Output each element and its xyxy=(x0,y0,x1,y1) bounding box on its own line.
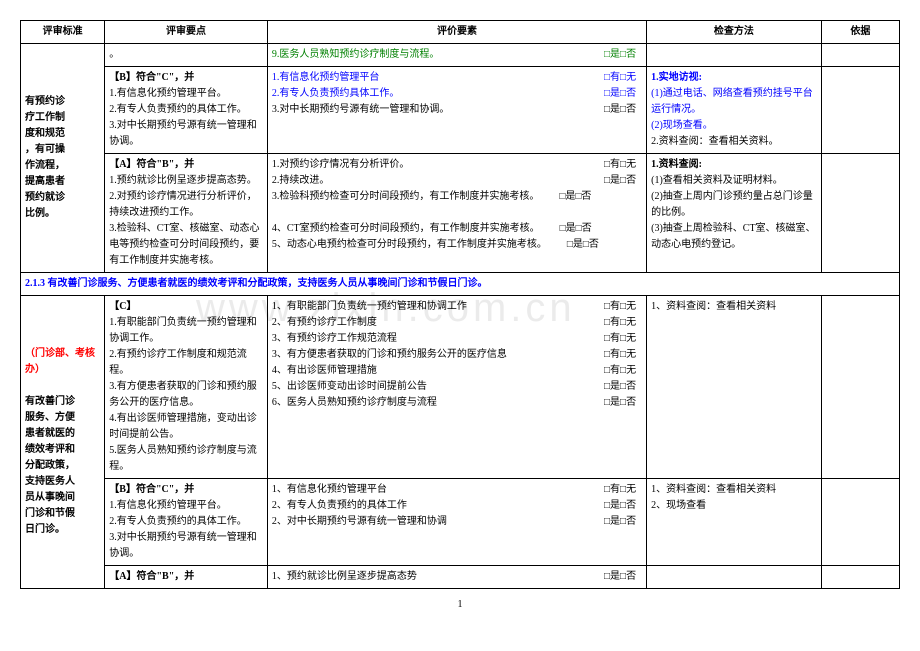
checkbox-haveno[interactable]: □有□无 xyxy=(604,363,636,379)
table-row: 【A】符合"B"，并 1、预约就诊比例呈逐步提高态势□是□否 xyxy=(21,566,900,589)
points-cell: 【B】符合"C"，并 1.有信息化预约管理平台。 2.有专人负责预约的具体工作。… xyxy=(105,479,268,566)
header-points: 评审要点 xyxy=(105,21,268,44)
points-cell: 【A】符合"B"，并 1.预约就诊比例呈逐步提高态势。 2.对预约诊疗情况进行分… xyxy=(105,154,268,273)
method-cell: 1、资料查阅：查看相关资料 2、现场查看 xyxy=(647,479,822,566)
basis-cell xyxy=(821,67,899,154)
checkbox-yesno[interactable]: □是□否 xyxy=(604,514,636,530)
basis-cell xyxy=(821,479,899,566)
elements-cell: 1、有职能部门负责统一预约管理和协调工作□有□无 2、有预约诊疗工作制度□有□无… xyxy=(267,296,646,479)
method-cell: 1.实地访视: (1)通过电话、网络查看预约挂号平台运行情况。 (2)现场查看。… xyxy=(647,67,822,154)
checkbox-yesno[interactable]: □是□否 xyxy=(604,102,636,118)
table-row: 【A】符合"B"，并 1.预约就诊比例呈逐步提高态势。 2.对预约诊疗情况进行分… xyxy=(21,154,900,273)
section-title: 2.1.3 有改善门诊服务、方便患者就医的绩效考评和分配政策，支持医务人员从事晚… xyxy=(21,273,900,296)
checkbox-yesno[interactable]: □是□否 xyxy=(604,47,636,63)
page-container: www.zixin.com.cn 评审标准 评审要点 评价要素 检查方法 依据 … xyxy=(20,20,900,610)
basis-cell xyxy=(821,566,899,589)
standard-cell: （门诊部、考核办） 有改善门诊 服务、方便 患者就医的 绩效考评和 分配政策， … xyxy=(21,296,105,589)
checkbox-haveno[interactable]: □有□无 xyxy=(604,331,636,347)
elements-cell: 1.有信息化预约管理平台□有□无 2.有专人负责预约具体工作。□是□否 3.对中… xyxy=(267,67,646,154)
header-method: 检查方法 xyxy=(647,21,822,44)
method-cell xyxy=(647,566,822,589)
basis-cell xyxy=(821,296,899,479)
header-elements: 评价要素 xyxy=(267,21,646,44)
checkbox-yesno[interactable]: □是□否 xyxy=(604,86,636,102)
checkbox-yesno[interactable]: □是□否 xyxy=(604,498,636,514)
page-number: 1 xyxy=(20,599,900,610)
checkbox-yesno[interactable]: □是□否 xyxy=(604,569,636,585)
points-cell: 【A】符合"B"，并 xyxy=(105,566,268,589)
table-row: （门诊部、考核办） 有改善门诊 服务、方便 患者就医的 绩效考评和 分配政策， … xyxy=(21,296,900,479)
elements-cell: 1、预约就诊比例呈逐步提高态势□是□否 xyxy=(267,566,646,589)
table-row: 有预约诊 疗工作制 度和规范 ，有可操 作流程， 提高患者 预约就诊 比例。 。… xyxy=(21,44,900,67)
section-header-row: 2.1.3 有改善门诊服务、方便患者就医的绩效考评和分配政策，支持医务人员从事晚… xyxy=(21,273,900,296)
checkbox-yesno[interactable]: □是□否 xyxy=(604,395,636,411)
checkbox-yesno[interactable]: □是□否 xyxy=(559,189,591,205)
table-row: 【B】符合"C"，并 1.有信息化预约管理平台。 2.有专人负责预约的具体工作。… xyxy=(21,67,900,154)
checkbox-haveno[interactable]: □有□无 xyxy=(604,299,636,315)
checkbox-haveno[interactable]: □有□无 xyxy=(604,347,636,363)
checkbox-haveno[interactable]: □有□无 xyxy=(604,315,636,331)
method-cell: 1.资料查阅: (1)查看相关资料及证明材料。 (2)抽查上周内门诊预约量占总门… xyxy=(647,154,822,273)
checkbox-yesno[interactable]: □是□否 xyxy=(604,379,636,395)
standard-cell: 有预约诊 疗工作制 度和规范 ，有可操 作流程， 提高患者 预约就诊 比例。 xyxy=(21,44,105,273)
review-table: 评审标准 评审要点 评价要素 检查方法 依据 有预约诊 疗工作制 度和规范 ，有… xyxy=(20,20,900,589)
checkbox-yesno[interactable]: □是□否 xyxy=(560,221,592,237)
header-basis: 依据 xyxy=(821,21,899,44)
points-cell: 【B】符合"C"，并 1.有信息化预约管理平台。 2.有专人负责预约的具体工作。… xyxy=(105,67,268,154)
header-standard: 评审标准 xyxy=(21,21,105,44)
elements-cell: 1.对预约诊疗情况有分析评价。□有□无 2.持续改进。□是□否 3.检验科预约检… xyxy=(267,154,646,273)
elements-cell: 9.医务人员熟知预约诊疗制度与流程。□是□否 xyxy=(267,44,646,67)
basis-cell xyxy=(821,154,899,273)
points-cell: 。 xyxy=(105,44,268,67)
checkbox-haveno[interactable]: □有□无 xyxy=(604,482,636,498)
method-cell: 1、资料查阅：查看相关资料 xyxy=(647,296,822,479)
basis-cell xyxy=(821,44,899,67)
checkbox-yesno[interactable]: □是□否 xyxy=(604,173,636,189)
checkbox-haveno[interactable]: □有□无 xyxy=(604,70,636,86)
method-cell xyxy=(647,44,822,67)
checkbox-haveno[interactable]: □有□无 xyxy=(604,157,636,173)
checkbox-yesno[interactable]: □是□否 xyxy=(567,237,599,253)
points-cell: 【C】 1.有职能部门负责统一预约管理和协调工作。 2.有预约诊疗工作制度和规范… xyxy=(105,296,268,479)
table-header-row: 评审标准 评审要点 评价要素 检查方法 依据 xyxy=(21,21,900,44)
elements-cell: 1、有信息化预约管理平台□有□无 2、有专人负责预约的具体工作□是□否 2、对中… xyxy=(267,479,646,566)
table-row: 【B】符合"C"，并 1.有信息化预约管理平台。 2.有专人负责预约的具体工作。… xyxy=(21,479,900,566)
